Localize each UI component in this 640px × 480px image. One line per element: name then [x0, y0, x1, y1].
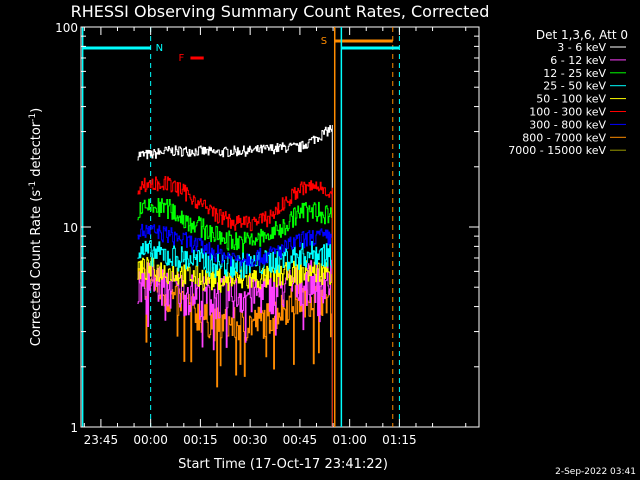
- legend-entry-label: 3 - 6 keV: [557, 41, 606, 54]
- x-tick-label: 00:45: [283, 433, 318, 447]
- footer-date: 2-Sep-2022 03:41: [555, 467, 636, 477]
- x-tick-label: 00:00: [133, 433, 168, 447]
- y-tick-label: 1: [70, 421, 78, 435]
- legend-title: Det 1,3,6, Att 0: [536, 28, 628, 42]
- series-line-6: [137, 223, 333, 427]
- y-tick-label: 100: [55, 21, 78, 35]
- legend-entry-label: 6 - 12 keV: [550, 54, 606, 67]
- legend-entry-label: 800 - 7000 keV: [522, 131, 606, 144]
- series-line-4: [137, 257, 333, 427]
- series-line-3: [137, 239, 333, 427]
- night-label: N: [156, 43, 163, 54]
- x-tick-label: 01:00: [332, 433, 367, 447]
- legend-entry-label: 300 - 800 keV: [529, 118, 606, 131]
- x-tick-label: 00:15: [183, 433, 218, 447]
- x-tick-label: 23:45: [84, 433, 119, 447]
- y-axis-label: Corrected Count Rate (s-1 detector-1): [28, 108, 44, 346]
- y-tick-label: 10: [63, 221, 78, 235]
- x-tick-label: 00:30: [233, 433, 268, 447]
- legend-entry-label: 25 - 50 keV: [543, 80, 606, 93]
- series-line-0: [137, 125, 333, 427]
- flare-label: F: [178, 53, 184, 64]
- x-tick-label: 01:15: [382, 433, 417, 447]
- chart-title: RHESSI Observing Summary Count Rates, Co…: [71, 2, 490, 21]
- series-line-1: [137, 259, 333, 427]
- legend-entry-label: 7000 - 15000 keV: [508, 144, 606, 157]
- legend-entry-label: 100 - 300 keV: [529, 106, 606, 119]
- legend-entry-label: 12 - 25 keV: [543, 67, 606, 80]
- x-axis-label: Start Time (17-Oct-17 23:41:22): [178, 457, 388, 472]
- series-line-2: [137, 198, 333, 427]
- saa-label: S: [321, 36, 327, 47]
- legend-entry-label: 50 - 100 keV: [536, 93, 606, 106]
- series-line-5: [137, 176, 333, 427]
